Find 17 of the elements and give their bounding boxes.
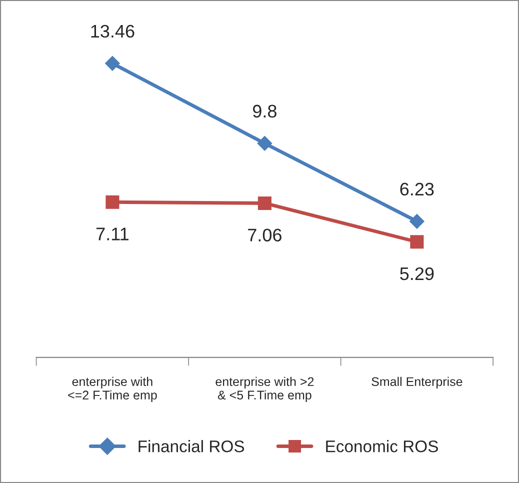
- point: [410, 235, 424, 249]
- data-label: 6.23: [400, 182, 434, 196]
- point: [105, 56, 120, 71]
- point: [258, 196, 272, 210]
- data-label: 7.11: [96, 228, 128, 240]
- data-label: 9.8: [252, 104, 276, 118]
- data-label: 5.29: [400, 267, 434, 280]
- legend-label: Financial ROS: [138, 440, 244, 452]
- point: [257, 136, 272, 151]
- x-tick-label: enterprise with <=2 F.Time emp: [68, 376, 157, 402]
- legend-label: Economic ROS: [326, 440, 438, 452]
- x-tick-label: enterprise with >2 & <5 F.Time emp: [216, 376, 314, 402]
- data-label: 13.46: [91, 24, 134, 38]
- point: [106, 195, 120, 209]
- x-tick-label: Small Enterprise: [372, 376, 462, 389]
- data-label: 7.06: [248, 228, 282, 242]
- point: [410, 214, 424, 229]
